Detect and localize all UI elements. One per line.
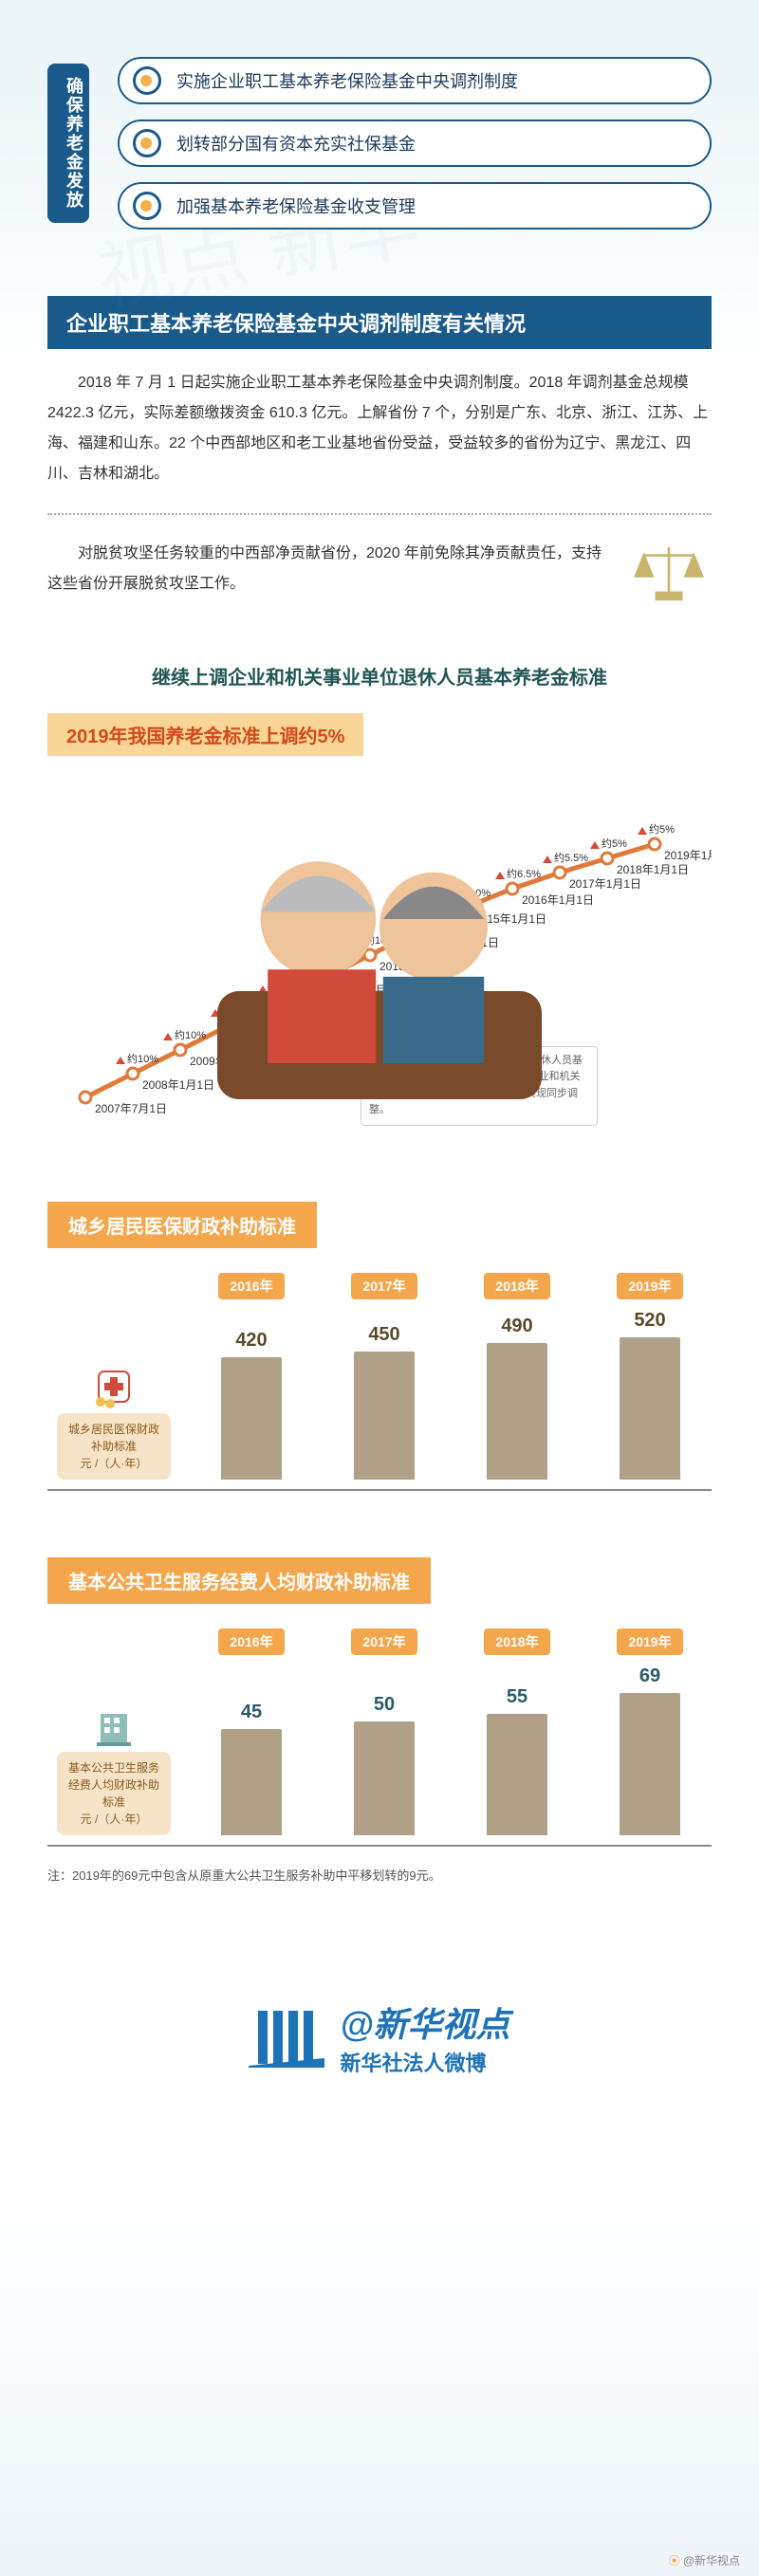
barchart-value-label: 490	[501, 1316, 532, 1337]
footer-text: @新华视点 新华社法人微博	[340, 1997, 509, 2077]
stepchart-title: 继续上调企业和机关事业单位退休人员基本养老金标准	[47, 662, 712, 690]
barchart-column: 2016年 45	[199, 1628, 304, 1835]
bullet-bars: 实施企业职工基本养老保险基金中央调剂制度划转部分国有资本充实社保基金加强基本养老…	[118, 57, 712, 230]
barchart-legend: 基本公共卫生服务经费人均财政补助标准元 /（人·年）	[57, 1702, 171, 1835]
barchart-bar	[487, 1343, 547, 1480]
section2-para1: 2018 年 7 月 1 日起实施企业职工基本养老保险基金中央调剂制度。2018…	[47, 368, 712, 489]
barchart-value-label: 520	[634, 1310, 665, 1332]
footer: @新华视点 新华社法人微博	[47, 1997, 712, 2077]
barchart-bar	[221, 1357, 282, 1480]
barchart-bar	[354, 1721, 415, 1835]
barchart-legend-card: 城乡居民医保财政补助标准元 /（人·年）	[57, 1413, 171, 1480]
barchart-column: 2016年 420	[199, 1273, 304, 1480]
barchart-footnote: 注：2019年的69元中包含从原重大公共卫生服务补助中平移划转的9元。	[47, 1866, 712, 1884]
barchart-column: 2018年 55	[465, 1628, 569, 1835]
barchart-bar	[620, 1693, 680, 1835]
bullet-bar: 实施企业职工基本养老保险基金中央调剂制度	[118, 57, 712, 104]
barchart-year-label: 2016年	[218, 1273, 284, 1299]
barchart-legend-card: 基本公共卫生服务经费人均财政补助标准元 /（人·年）	[57, 1752, 171, 1835]
weibo-attribution: ⦿ @新华视点	[668, 2552, 740, 2568]
barchart-column: 2017年 450	[332, 1273, 436, 1480]
barchart-value-label: 45	[241, 1702, 262, 1723]
barchart-year-label: 2016年	[218, 1628, 284, 1655]
barcharts-container: 城乡居民医保财政补助标准城乡居民医保财政补助标准元 /（人·年） 2016年 420…	[47, 1135, 712, 1884]
barchart-bar	[487, 1714, 547, 1835]
barchart-year-label: 2017年	[351, 1273, 417, 1299]
barchart-column: 2019年 520	[598, 1273, 702, 1480]
elderly-couple-icon	[47, 775, 712, 1135]
vertical-label: 确保养老金发放	[47, 64, 89, 223]
barchart-value-label: 420	[235, 1330, 267, 1352]
stepchart: 2007年7月1日2008年1月1日约10%2009年1月1日约10%2010年…	[47, 775, 712, 1135]
footer-line2: 新华社法人微博	[340, 2047, 509, 2077]
barchart-value-label: 50	[374, 1694, 395, 1716]
pension-guarantee-block: 确保养老金发放 实施企业职工基本养老保险基金中央调剂制度划转部分国有资本充实社保…	[47, 57, 712, 230]
barchart-year-label: 2019年	[617, 1628, 682, 1655]
stepchart-highlight: 2019年我国养老金标准上调约5%	[47, 713, 363, 756]
bullet-bar: 划转部分国有资本充实社保基金	[118, 120, 712, 167]
bullet-bar: 加强基本养老保险基金收支管理	[118, 182, 712, 230]
barchart-year-label: 2019年	[617, 1273, 682, 1299]
scales-icon	[626, 539, 712, 605]
barchart-column: 2018年 490	[465, 1273, 569, 1480]
divider-dotted	[47, 513, 712, 515]
page: 确保养老金发放 实施企业职工基本养老保险基金中央调剂制度划转部分国有资本充实社保…	[0, 0, 759, 2576]
xinhua-logo-icon	[249, 2007, 324, 2068]
footer-line1: @新华视点	[340, 1997, 509, 2047]
barchart-bar	[620, 1337, 680, 1480]
barchart-year-label: 2018年	[484, 1273, 549, 1299]
barchart-column: 2019年 69	[598, 1628, 702, 1835]
barchart: 城乡居民医保财政补助标准元 /（人·年） 2016年 420 2017年 450 2018…	[47, 1273, 712, 1491]
barchart-value-label: 69	[639, 1665, 660, 1687]
barchart-title: 基本公共卫生服务经费人均财政补助标准	[47, 1557, 431, 1604]
barchart-bar	[354, 1352, 415, 1480]
barchart-value-label: 55	[507, 1686, 528, 1708]
barchart-value-label: 450	[368, 1324, 399, 1346]
section2-para2-row: 对脱贫攻坚任务较重的中西部净贡献省份，2020 年前免除其净贡献责任，支持这些省…	[47, 539, 712, 605]
weibo-attribution-text: @新华视点	[683, 2554, 740, 2567]
barchart-year-label: 2018年	[484, 1628, 549, 1655]
barchart-bar	[221, 1729, 282, 1835]
barchart-column: 2017年 50	[332, 1628, 436, 1835]
barchart-title: 城乡居民医保财政补助标准	[47, 1202, 317, 1248]
section2-banner: 企业职工基本养老保险基金中央调剂制度有关情况	[47, 296, 712, 349]
section2-para2: 对脱贫攻坚任务较重的中西部净贡献省份，2020 年前免除其净贡献责任，支持这些省…	[47, 539, 607, 599]
barchart-legend: 城乡居民医保财政补助标准元 /（人·年）	[57, 1364, 171, 1480]
barchart-year-label: 2017年	[351, 1628, 417, 1655]
barchart: 基本公共卫生服务经费人均财政补助标准元 /（人·年） 2016年 45 2017年 50…	[47, 1628, 712, 1847]
